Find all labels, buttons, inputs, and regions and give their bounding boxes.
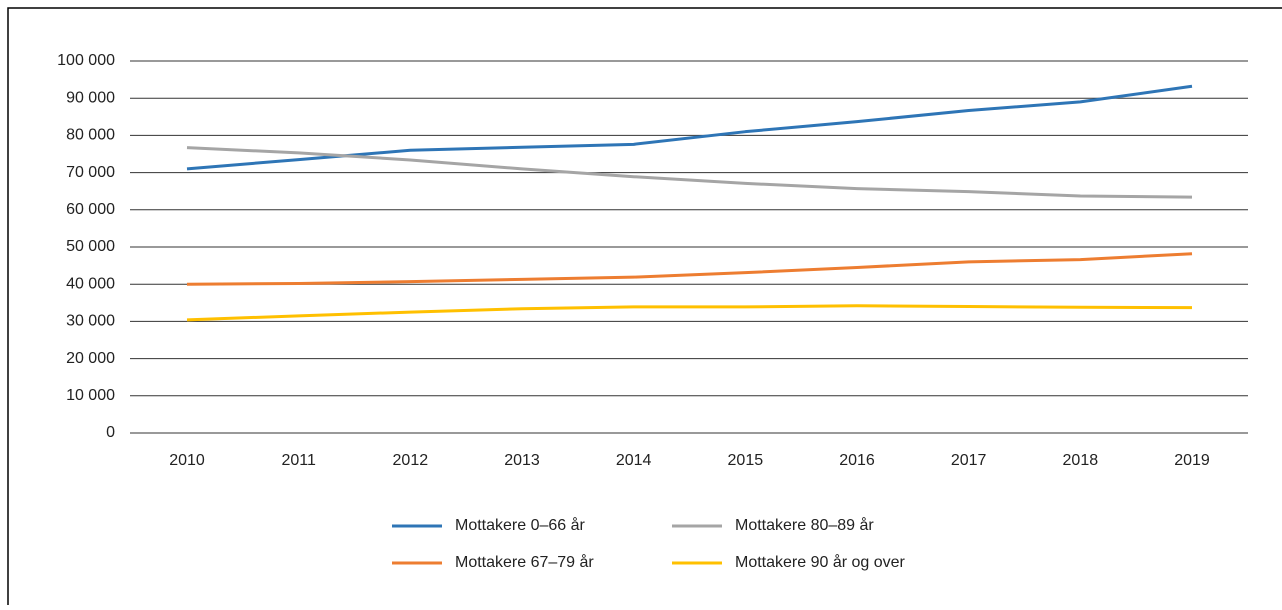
x-tick-label: 2013 xyxy=(504,452,540,469)
x-tick-label: 2012 xyxy=(393,452,429,469)
y-tick-label: 70 000 xyxy=(66,164,115,181)
x-tick-label: 2017 xyxy=(951,452,987,469)
x-tick-label: 2016 xyxy=(839,452,875,469)
x-tick-label: 2011 xyxy=(281,452,316,469)
legend-label: Mottakere 0–66 år xyxy=(455,516,586,534)
y-tick-label: 40 000 xyxy=(66,275,115,292)
y-tick-label: 20 000 xyxy=(66,350,115,367)
legend-label: Mottakere 67–79 år xyxy=(455,553,594,571)
x-tick-label: 2015 xyxy=(728,452,764,469)
y-tick-label: 50 000 xyxy=(66,238,115,255)
series-line xyxy=(186,252,1193,286)
legend-label: Mottakere 90 år og over xyxy=(735,553,906,571)
y-tick-label: 60 000 xyxy=(66,201,115,218)
x-tick-label: 2019 xyxy=(1174,452,1210,469)
y-tick-label: 80 000 xyxy=(66,127,115,144)
series-line xyxy=(186,304,1193,322)
y-tick-label: 0 xyxy=(106,424,115,441)
series-line xyxy=(186,146,1193,199)
x-tick-label: 2018 xyxy=(1063,452,1099,469)
legend-label: Mottakere 80–89 år xyxy=(735,516,874,534)
y-tick-label: 100 000 xyxy=(57,52,115,69)
frame xyxy=(7,7,1282,605)
x-tick-label: 2014 xyxy=(616,452,652,469)
y-tick-label: 30 000 xyxy=(66,313,115,330)
y-tick-label: 90 000 xyxy=(66,89,115,106)
x-tick-label: 2010 xyxy=(169,452,205,469)
y-tick-label: 10 000 xyxy=(66,387,115,404)
